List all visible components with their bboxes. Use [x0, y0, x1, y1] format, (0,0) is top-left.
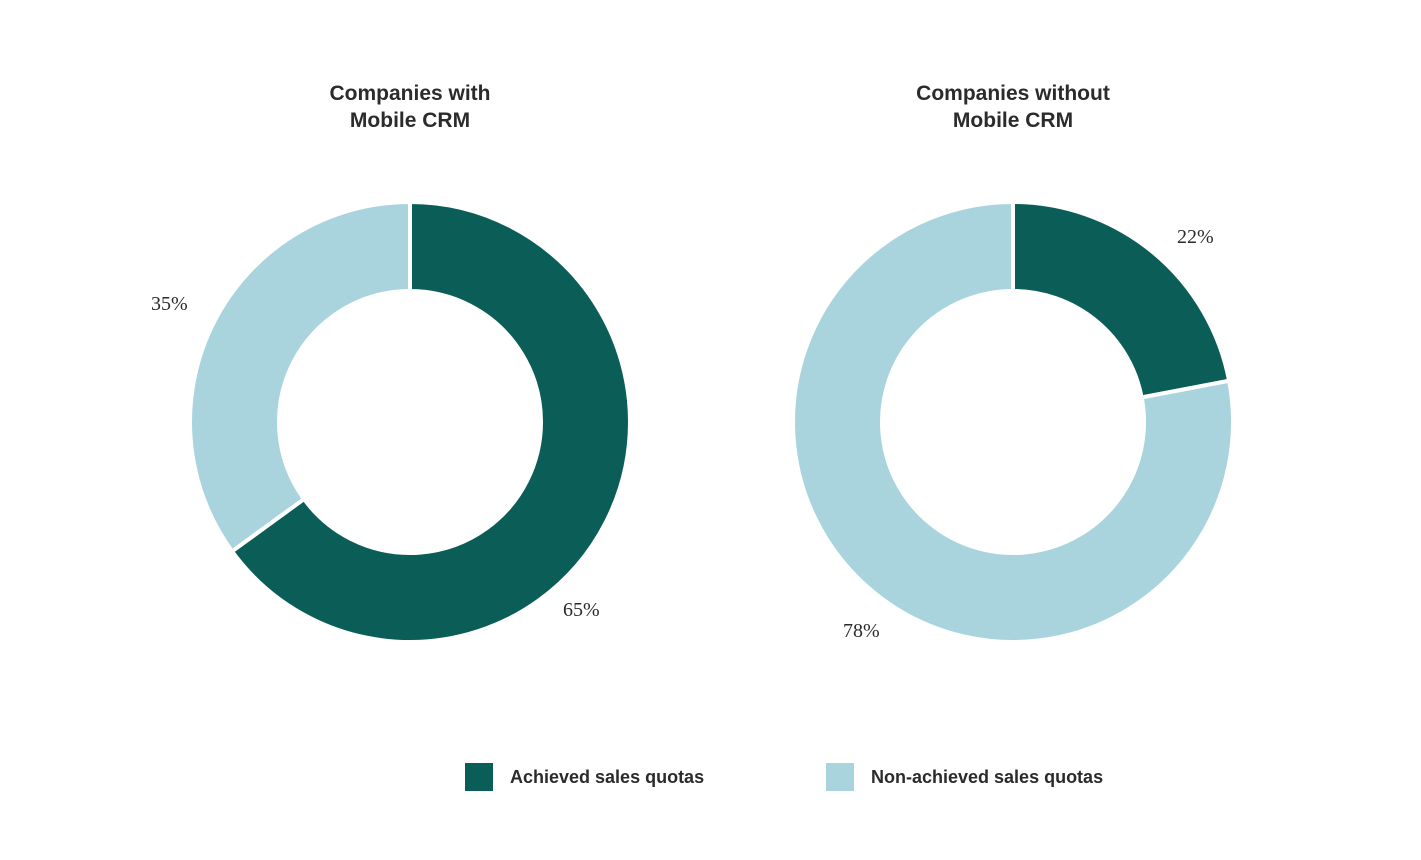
title-line-1: Companies with [329, 82, 491, 105]
chart-title-without-crm: Companies without Mobile CRM [863, 80, 1163, 134]
label-non-achieved-without-crm: 78% [843, 620, 880, 642]
legend-swatch-non-achieved [826, 763, 854, 791]
legend-achieved: Achieved sales quotas [465, 763, 704, 791]
label-achieved-without-crm: 22% [1177, 226, 1214, 248]
title-line-2: Mobile CRM [349, 109, 471, 132]
donut-with-crm [188, 199, 632, 644]
donut-slice-non-achieved [188, 199, 412, 555]
label-achieved-with-crm: 65% [563, 599, 600, 621]
legend-swatch-achieved [465, 763, 493, 791]
chart-title-with-crm: Companies with Mobile CRM [260, 80, 560, 134]
label-non-achieved-with-crm: 35% [151, 293, 188, 315]
legend-non-achieved: Non-achieved sales quotas [826, 763, 1103, 791]
donut-slice-non-achieved [791, 199, 1235, 644]
donut-without-crm [791, 199, 1235, 644]
donut-slice-achieved [1011, 199, 1232, 400]
title-line-1: Companies without [916, 82, 1110, 105]
legend-label-non-achieved: Non-achieved sales quotas [871, 766, 1104, 787]
legend-label-achieved: Achieved sales quotas [510, 766, 705, 787]
donut-slice-achieved [229, 199, 632, 644]
title-line-2: Mobile CRM [952, 109, 1074, 132]
